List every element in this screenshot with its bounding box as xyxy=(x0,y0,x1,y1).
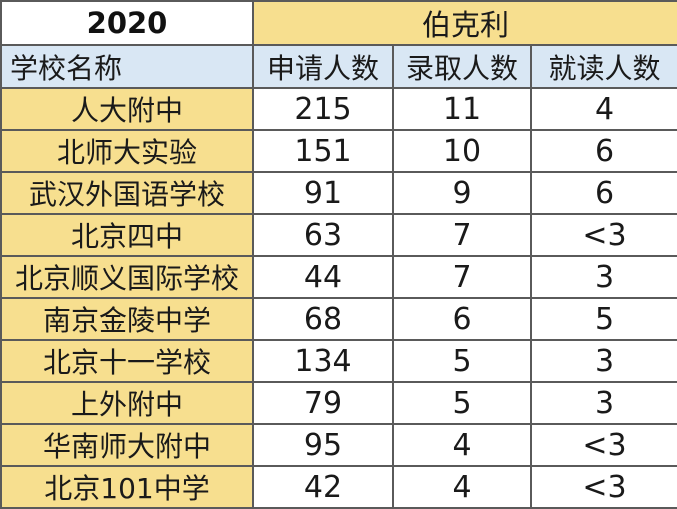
enrolled-cell: <3 xyxy=(530,213,677,257)
enrolled-cell: <3 xyxy=(530,423,677,467)
enrolled-cell: <3 xyxy=(530,465,677,509)
table-row: 南京金陵中学 68 6 5 xyxy=(0,297,677,341)
applied-cell: 42 xyxy=(252,465,394,509)
admitted-cell: 9 xyxy=(392,171,532,215)
school-name-cell: 华南师大附中 xyxy=(0,423,254,467)
admitted-cell: 5 xyxy=(392,381,532,425)
school-name-cell: 北京十一学校 xyxy=(0,339,254,383)
header-enrolled: 就读人数 xyxy=(530,44,677,89)
table-row: 北师大实验 151 10 6 xyxy=(0,129,677,173)
admitted-cell: 5 xyxy=(392,339,532,383)
admitted-cell: 7 xyxy=(392,255,532,299)
table-row: 北京顺义国际学校 44 7 3 xyxy=(0,255,677,299)
title-row: 2020 伯克利 xyxy=(0,0,677,46)
header-applied: 申请人数 xyxy=(252,44,394,89)
header-row: 学校名称 申请人数 录取人数 就读人数 xyxy=(0,44,677,89)
school-name-cell: 武汉外国语学校 xyxy=(0,171,254,215)
enrolled-cell: 3 xyxy=(530,339,677,383)
applied-cell: 134 xyxy=(252,339,394,383)
year-cell: 2020 xyxy=(0,0,254,46)
admitted-cell: 6 xyxy=(392,297,532,341)
table-row: 上外附中 79 5 3 xyxy=(0,381,677,425)
header-admitted: 录取人数 xyxy=(392,44,532,89)
enrolled-cell: 3 xyxy=(530,255,677,299)
table-row: 华南师大附中 95 4 <3 xyxy=(0,423,677,467)
school-name-cell: 上外附中 xyxy=(0,381,254,425)
enrolled-cell: 3 xyxy=(530,381,677,425)
school-name-cell: 南京金陵中学 xyxy=(0,297,254,341)
table-row: 北京十一学校 134 5 3 xyxy=(0,339,677,383)
admitted-cell: 11 xyxy=(392,87,532,131)
enrolled-cell: 5 xyxy=(530,297,677,341)
school-name-cell: 北京101中学 xyxy=(0,465,254,509)
applied-cell: 63 xyxy=(252,213,394,257)
admitted-cell: 7 xyxy=(392,213,532,257)
enrolled-cell: 6 xyxy=(530,129,677,173)
applied-cell: 151 xyxy=(252,129,394,173)
school-name-cell: 北京四中 xyxy=(0,213,254,257)
school-name-cell: 北师大实验 xyxy=(0,129,254,173)
applied-cell: 79 xyxy=(252,381,394,425)
applied-cell: 95 xyxy=(252,423,394,467)
school-name-cell: 北京顺义国际学校 xyxy=(0,255,254,299)
table-row: 北京四中 63 7 <3 xyxy=(0,213,677,257)
table-row: 北京101中学 42 4 <3 xyxy=(0,465,677,509)
table-row: 武汉外国语学校 91 9 6 xyxy=(0,171,677,215)
applied-cell: 91 xyxy=(252,171,394,215)
applied-cell: 68 xyxy=(252,297,394,341)
enrolled-cell: 6 xyxy=(530,171,677,215)
admitted-cell: 4 xyxy=(392,465,532,509)
university-cell: 伯克利 xyxy=(252,0,677,46)
enrolled-cell: 4 xyxy=(530,87,677,131)
school-name-cell: 人大附中 xyxy=(0,87,254,131)
table-row: 人大附中 215 11 4 xyxy=(0,87,677,131)
applied-cell: 44 xyxy=(252,255,394,299)
header-school-name: 学校名称 xyxy=(0,44,254,89)
applied-cell: 215 xyxy=(252,87,394,131)
admitted-cell: 4 xyxy=(392,423,532,467)
admitted-cell: 10 xyxy=(392,129,532,173)
